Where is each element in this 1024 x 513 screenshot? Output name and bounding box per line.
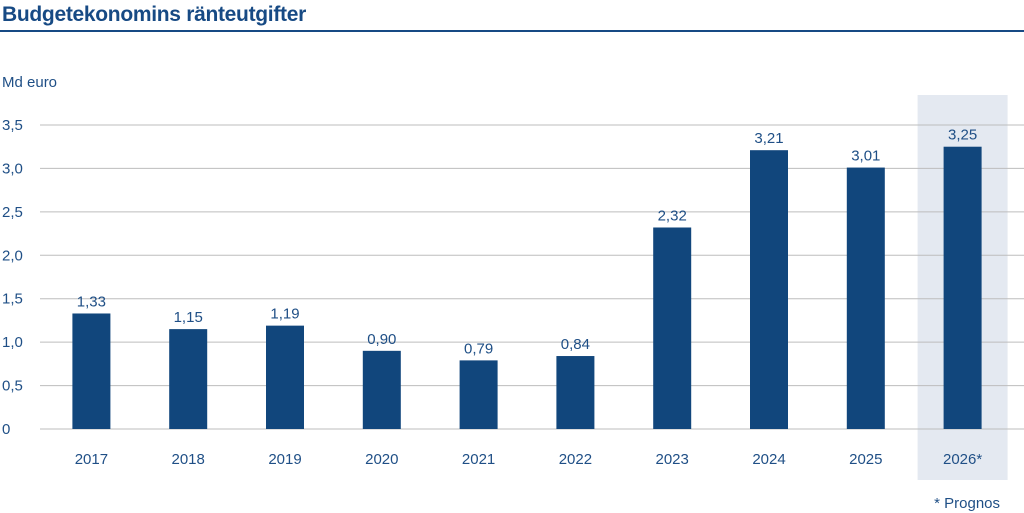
data-label: 2,32: [658, 207, 687, 224]
bar-2017: [72, 313, 111, 429]
bar-2025: [846, 167, 885, 429]
x-tick-label: 2021: [462, 451, 495, 468]
bar-2022: [556, 356, 595, 429]
y-tick-label: 2,5: [2, 204, 23, 221]
data-label: 1,19: [270, 306, 299, 323]
y-tick-label: 0,5: [2, 378, 23, 395]
x-tick-label: 2023: [656, 451, 689, 468]
data-label: 3,25: [948, 127, 977, 144]
x-tick-label: 2022: [559, 451, 592, 468]
y-axis-label: Md euro: [2, 74, 57, 91]
y-tick-label: 2,0: [2, 247, 23, 264]
x-tick-label: 2018: [172, 451, 205, 468]
data-label: 3,21: [754, 130, 783, 147]
chart-title: Budgetekonomins ränteutgifter: [2, 3, 306, 26]
x-tick-label: 2024: [752, 451, 785, 468]
data-label: 0,84: [561, 336, 590, 353]
title-rule: [0, 30, 1024, 32]
x-tick-label: 2019: [268, 451, 301, 468]
bar-2026*: [943, 146, 982, 429]
bar-2024: [750, 150, 788, 429]
data-label: 1,15: [174, 309, 203, 326]
footnote: * Prognos: [934, 495, 1000, 512]
data-label: 0,90: [367, 331, 396, 348]
y-tick-label: 3,0: [2, 160, 23, 177]
data-label: 0,79: [464, 340, 493, 357]
y-tick-label: 1,5: [2, 291, 23, 308]
x-tick-label: 2017: [75, 451, 108, 468]
bar-2021: [459, 360, 498, 429]
y-tick-label: 3,5: [2, 117, 23, 134]
bar-2019: [266, 325, 304, 429]
bar-2020: [362, 350, 401, 429]
x-tick-label: 2020: [365, 451, 398, 468]
x-tick-label: 2026*: [943, 451, 982, 468]
data-label: 1,33: [77, 293, 106, 310]
y-tick-label: 1,0: [2, 334, 23, 351]
y-tick-label: 0: [2, 421, 10, 438]
bar-2018: [169, 329, 208, 429]
data-label: 3,01: [851, 148, 880, 165]
x-tick-label: 2025: [849, 451, 882, 468]
bar-2023: [653, 227, 692, 429]
